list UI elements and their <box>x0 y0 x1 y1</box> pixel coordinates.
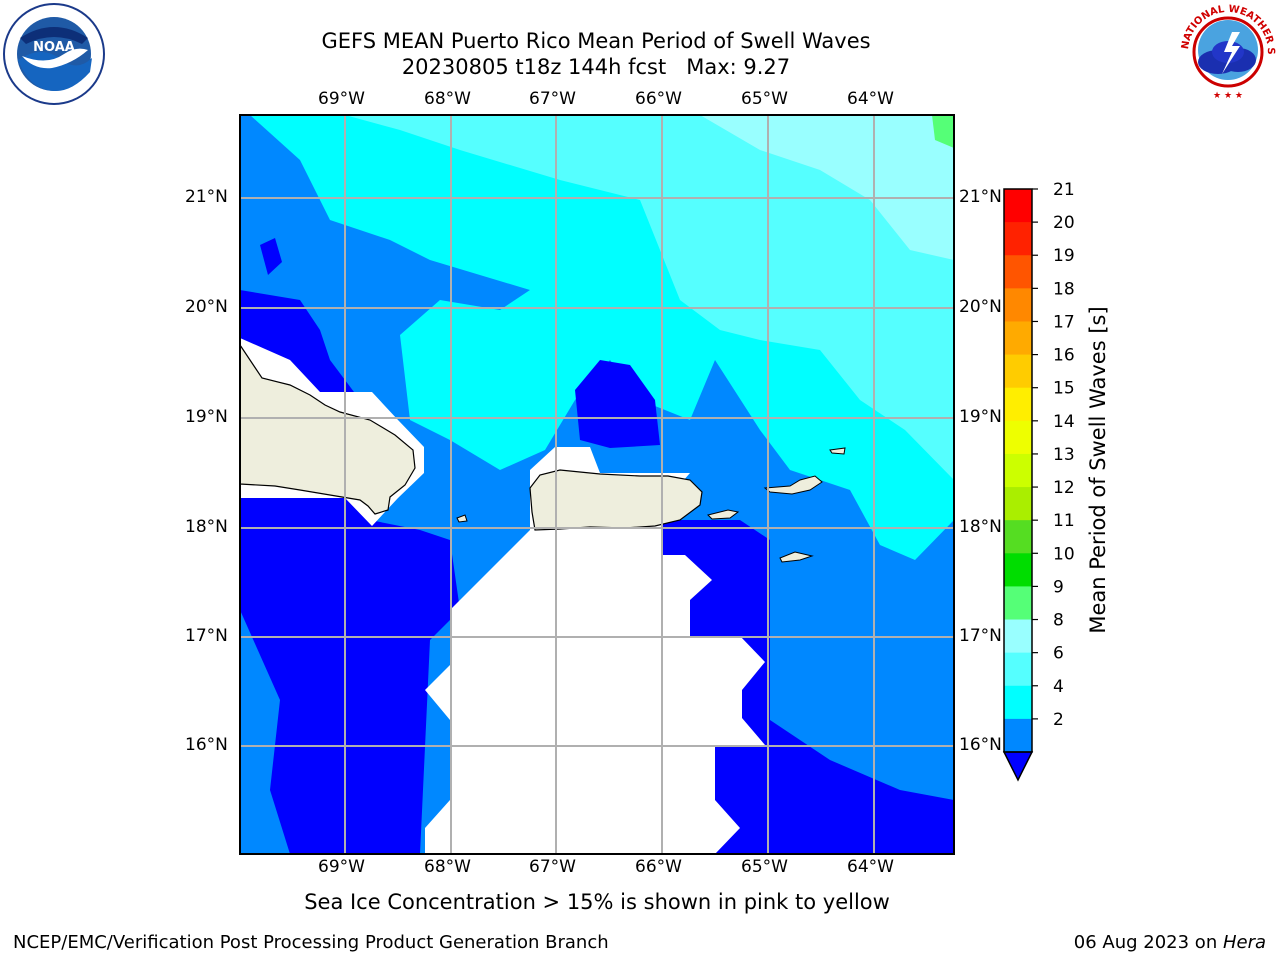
contour-8-9s <box>700 115 954 260</box>
colorbar-cell <box>1004 420 1032 455</box>
lon-tick-bottom-64w: 64°W <box>847 857 894 877</box>
colorbar-cell <box>1004 652 1032 687</box>
lon-tick-top-67w: 67°W <box>529 89 576 109</box>
colorbar-tick-label: 19 <box>1053 246 1075 266</box>
contour-9-10s <box>932 115 954 148</box>
colorbar-tick-label: 6 <box>1053 644 1064 664</box>
land-vieques <box>707 509 740 520</box>
colorbar-tick-label: 21 <box>1053 180 1075 200</box>
noaa-logo: NOAA <box>2 2 106 106</box>
land-anegada <box>829 447 846 455</box>
contour-6-8s <box>345 115 954 480</box>
colorbar-tick-label: 11 <box>1053 511 1075 531</box>
lat-tick-left-17n: 17°N <box>185 626 228 646</box>
colorbar-tick-label: 20 <box>1053 213 1075 233</box>
no-data-mask-south <box>425 447 765 854</box>
lat-tick-right-16n: 16°N <box>959 735 1002 755</box>
lon-tick-top-68w: 68°W <box>424 89 471 109</box>
nws-logo: NATIONAL WEATHER SERVICE ★ ★ ★ <box>1174 0 1278 102</box>
lat-tick-right-19n: 19°N <box>959 407 1002 427</box>
lat-tick-left-20n: 20°N <box>185 297 228 317</box>
lon-tick-bottom-65w: 65°W <box>741 857 788 877</box>
lon-tick-bottom-69w: 69°W <box>318 857 365 877</box>
colorbar-cell <box>1004 387 1032 422</box>
colorbar-frame <box>1003 188 1033 753</box>
colorbar-tick-label: 18 <box>1053 279 1075 299</box>
map-frame <box>239 114 955 855</box>
lon-tick-top-69w: 69°W <box>318 89 365 109</box>
lon-tick-top-66w: 66°W <box>635 89 682 109</box>
colorbar-label: Mean Period of Swell Waves [s] <box>1086 306 1110 634</box>
noaa-logo-text: NOAA <box>33 40 75 55</box>
colorbar-tick-label: 10 <box>1053 544 1075 564</box>
lat-tick-right-18n: 18°N <box>959 517 1002 537</box>
lat-tick-right-17n: 17°N <box>959 626 1002 646</box>
colorbar-tick-label: 14 <box>1053 412 1075 432</box>
swell-period-field <box>240 115 954 854</box>
colorbar-under-arrow <box>1002 751 1034 782</box>
colorbar-tick-label: 2 <box>1053 710 1064 730</box>
lat-tick-left-19n: 19°N <box>185 407 228 427</box>
footer-date-text: 06 Aug 2023 on <box>1073 932 1223 953</box>
lat-tick-left-21n: 21°N <box>185 187 228 207</box>
colorbar-cell <box>1004 354 1032 389</box>
sea-ice-caption: Sea Ice Concentration > 15% is shown in … <box>304 890 890 914</box>
lat-tick-right-20n: 20°N <box>959 297 1002 317</box>
footer-branch: NCEP/EMC/Verification Post Processing Pr… <box>13 932 609 953</box>
colorbar-cell <box>1004 255 1032 289</box>
graticule <box>240 115 954 854</box>
colorbar-cell <box>1004 288 1032 322</box>
colorbar-tick-label: 16 <box>1053 346 1075 366</box>
land-mona <box>456 514 468 523</box>
colorbar-cell <box>1004 520 1032 554</box>
lat-tick-right-21n: 21°N <box>959 187 1002 207</box>
land-st-croix <box>779 551 814 563</box>
lon-tick-bottom-66w: 66°W <box>635 857 682 877</box>
land-virgin-islands-north <box>763 475 823 495</box>
colorbar-cell <box>1004 222 1032 256</box>
footer-host: Hera <box>1222 932 1266 953</box>
svg-text:★ ★ ★: ★ ★ ★ <box>1213 91 1243 101</box>
lon-tick-top-65w: 65°W <box>741 89 788 109</box>
colorbar-cell <box>1004 189 1032 223</box>
lat-tick-left-16n: 16°N <box>185 735 228 755</box>
colorbar-cell <box>1004 487 1032 521</box>
lon-tick-bottom-68w: 68°W <box>424 857 471 877</box>
colorbar-tick-label: 12 <box>1053 478 1075 498</box>
contour-below-2s-center <box>575 360 660 448</box>
map-subtitle: 20230805 t18z 144h fcst Max: 9.27 <box>401 55 791 79</box>
colorbar-cell <box>1004 685 1032 720</box>
colorbar-tick-label: 4 <box>1053 677 1064 697</box>
colorbar-cell <box>1004 718 1032 753</box>
lon-tick-top-64w: 64°W <box>847 89 894 109</box>
contour-below-2s-blob <box>260 238 282 275</box>
map-title: GEFS MEAN Puerto Rico Mean Period of Swe… <box>321 29 871 53</box>
land-puerto-rico <box>529 469 703 531</box>
colorbar-tick-label: 13 <box>1053 445 1075 465</box>
colorbar-cell <box>1004 453 1032 488</box>
colorbar-tick-label: 15 <box>1053 379 1075 399</box>
colorbar: 21 20 19 18 17 16 15 14 13 12 11 10 9 8 6 4 2 <box>1002 180 1075 782</box>
colorbar-tick-label: 17 <box>1053 312 1075 332</box>
colorbar-cell <box>1004 619 1032 654</box>
land-hispaniola <box>240 343 416 515</box>
colorbar-cell <box>1004 321 1032 356</box>
footer-date: 06 Aug 2023 on Hera <box>1074 932 1266 953</box>
lat-tick-left-18n: 18°N <box>185 517 228 537</box>
colorbar-tick-label: 8 <box>1053 611 1064 631</box>
colorbar-cell <box>1004 553 1032 587</box>
lon-tick-bottom-67w: 67°W <box>529 857 576 877</box>
contour-below-2s-east <box>640 520 954 854</box>
colorbar-cell <box>1004 586 1032 621</box>
colorbar-tick-label: 9 <box>1053 577 1064 597</box>
